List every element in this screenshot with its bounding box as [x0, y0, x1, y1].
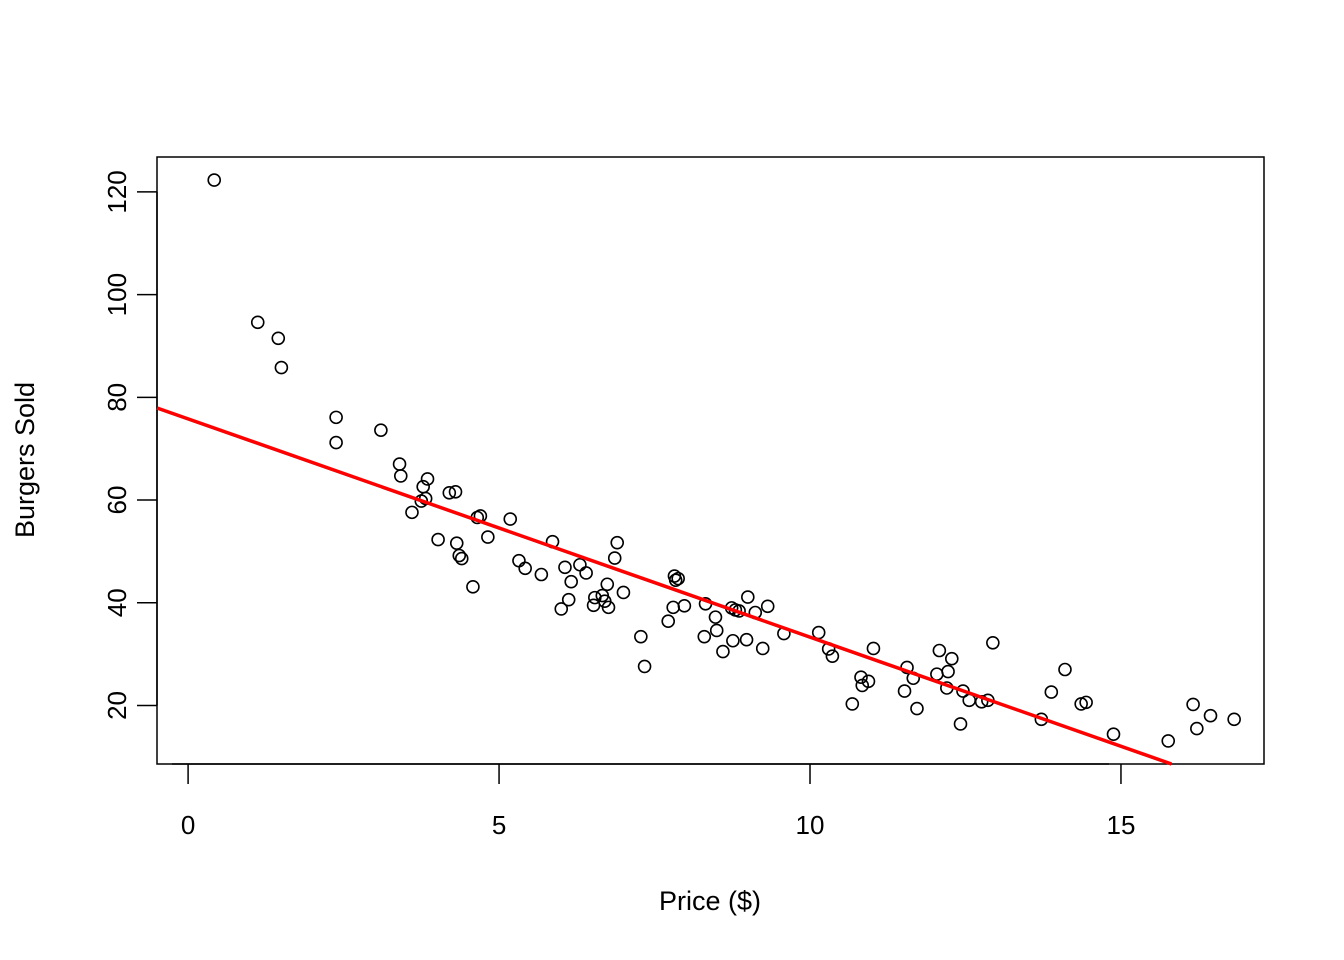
- data-point: [600, 577, 615, 592]
- data-point: [941, 664, 955, 679]
- data-point: [271, 331, 286, 346]
- data-point: [697, 629, 712, 644]
- x-tick-label: 15: [1106, 810, 1135, 840]
- data-point: [671, 571, 685, 586]
- data-point: [953, 717, 968, 731]
- data-point: [454, 551, 469, 566]
- data-point: [932, 643, 947, 658]
- data-point: [534, 567, 549, 582]
- data-point: [854, 670, 868, 685]
- data-point: [1106, 727, 1121, 742]
- data-point: [573, 557, 587, 572]
- data-point: [607, 551, 622, 565]
- data-point: [1227, 712, 1241, 727]
- y-axis-title: Burgers Sold: [10, 382, 40, 538]
- data-point: [554, 602, 569, 616]
- y-tick-label: 40: [102, 588, 132, 617]
- data-point: [512, 553, 526, 568]
- regression-line-group: [156, 406, 1173, 766]
- data-point: [1186, 697, 1200, 712]
- data-point: [1161, 734, 1176, 748]
- data-point: [601, 600, 616, 615]
- data-point: [329, 410, 343, 425]
- y-tick-label: 100: [102, 273, 132, 316]
- x-tick-label: 10: [796, 810, 825, 840]
- data-point: [518, 561, 532, 576]
- data-point: [910, 701, 924, 716]
- data-point: [956, 684, 970, 698]
- data-point: [637, 659, 652, 674]
- data-point: [207, 173, 222, 187]
- data-point: [564, 574, 578, 589]
- data-point: [845, 697, 860, 711]
- data-point: [811, 625, 826, 640]
- data-point: [274, 360, 289, 375]
- x-axis-ticks: 0 5 10 15: [181, 764, 1135, 840]
- data-point: [610, 535, 625, 550]
- data-point: [579, 566, 593, 580]
- regression-line: [156, 406, 1173, 766]
- data-point: [481, 530, 495, 544]
- data-point: [1058, 662, 1072, 677]
- data-point: [634, 629, 648, 644]
- data-point: [503, 512, 518, 526]
- data-point: [616, 585, 631, 600]
- data-point: [1079, 695, 1093, 710]
- data-point: [726, 633, 740, 648]
- data-point: [392, 457, 407, 471]
- data-point: [897, 684, 912, 698]
- data-point: [716, 644, 730, 659]
- data-point: [739, 632, 754, 647]
- data-point: [250, 315, 265, 330]
- data-point: [709, 623, 724, 638]
- data-point: [1190, 721, 1204, 736]
- data-point: [558, 560, 572, 575]
- data-point: [661, 614, 676, 629]
- data-point: [374, 423, 388, 438]
- x-axis-title: Price ($): [659, 886, 761, 916]
- y-tick-label: 60: [102, 486, 132, 515]
- data-point: [861, 674, 876, 689]
- data-point: [405, 505, 419, 520]
- y-axis-ticks: 20 40 60 80 100 120: [102, 170, 158, 720]
- data-point: [1203, 708, 1218, 723]
- data-point: [393, 469, 408, 483]
- data-point: [431, 532, 445, 547]
- data-point: [448, 485, 463, 499]
- plot-frame: [156, 156, 1265, 765]
- data-point: [668, 573, 683, 587]
- x-tick-label: 5: [492, 810, 506, 840]
- y-tick-label: 80: [102, 383, 132, 412]
- data-point: [930, 667, 944, 681]
- data-point: [866, 641, 881, 656]
- y-tick-label: 120: [102, 170, 132, 213]
- data-point: [755, 641, 770, 656]
- x-tick-label: 0: [181, 810, 195, 840]
- data-point: [708, 610, 723, 624]
- data-point: [945, 651, 959, 666]
- data-point: [449, 536, 464, 550]
- data-point: [329, 435, 343, 450]
- data-point: [561, 592, 576, 607]
- data-point: [1044, 685, 1059, 699]
- data-point: [986, 636, 1000, 650]
- data-point: [466, 580, 480, 594]
- data-point: [452, 548, 467, 563]
- data-point: [825, 649, 840, 663]
- data-point: [741, 590, 755, 604]
- data-point: [420, 472, 435, 486]
- data-point: [760, 599, 775, 614]
- data-points: [207, 173, 1241, 748]
- data-point: [442, 486, 457, 500]
- data-point: [666, 600, 680, 615]
- y-tick-label: 20: [102, 691, 132, 720]
- data-point: [677, 599, 692, 613]
